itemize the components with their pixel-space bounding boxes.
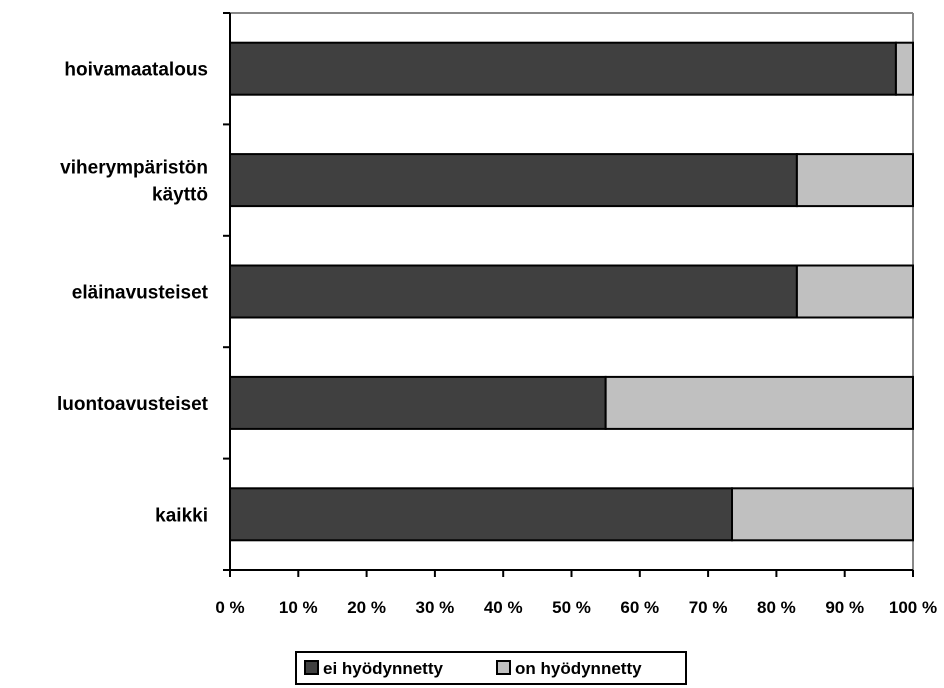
bar-ei-hyodynnetty-4	[229, 487, 734, 542]
legend-label-on-hyodynnetty: on hyödynnetty	[515, 659, 642, 678]
x-tick-label: 60 %	[620, 598, 659, 617]
bar-on-hyodynnetty-3	[604, 375, 915, 430]
bar-ei-hyodynnetty-0	[229, 41, 897, 96]
x-tick-label: 70 %	[689, 598, 728, 617]
bar-on-hyodynnetty-2	[795, 264, 915, 319]
x-tick-label: 50 %	[552, 598, 591, 617]
bar-on-hyodynnetty-0	[894, 41, 914, 96]
axes	[223, 12, 914, 577]
category-label: hoivamaatalous	[64, 60, 208, 81]
bar-ei-hyodynnetty-1	[229, 153, 798, 208]
x-tick-label: 80 %	[757, 598, 796, 617]
category-label: kaikki	[155, 505, 208, 526]
x-tick-label: 0 %	[215, 598, 244, 617]
category-labels: hoivamaatalous viherympäristön käyttö eläin…	[57, 60, 209, 527]
legend-box	[295, 651, 687, 685]
x-tick-labels: 0 % 10 % 20 % 30 % 40 % 50 % 60 % 70 % 80 % 90 % 1…	[215, 598, 937, 617]
bar-on-hyodynnetty-4	[731, 487, 914, 542]
category-label: käyttö	[152, 185, 208, 206]
category-label: viherympäristön	[60, 158, 208, 179]
legend-swatch-on-hyodynnetty	[496, 660, 511, 675]
legend-swatch-ei-hyodynnetty	[304, 660, 319, 675]
x-tick-label: 30 %	[416, 598, 455, 617]
bar-ei-hyodynnetty-3	[229, 375, 607, 430]
bars	[229, 41, 915, 542]
legend-label-ei-hyodynnetty: ei hyödynnetty	[323, 659, 444, 678]
x-tick-label: 20 %	[347, 598, 386, 617]
x-tick-label: 100 %	[889, 598, 937, 617]
x-tick-label: 40 %	[484, 598, 523, 617]
category-label: luontoavusteiset	[57, 394, 209, 415]
legend: ei hyödynnetty on hyödynnetty	[295, 651, 687, 685]
bar-on-hyodynnetty-1	[795, 153, 915, 208]
x-tick-label: 90 %	[825, 598, 864, 617]
bar-ei-hyodynnetty-2	[229, 264, 798, 319]
x-tick-label: 10 %	[279, 598, 318, 617]
category-label: eläinavusteiset	[72, 283, 209, 304]
